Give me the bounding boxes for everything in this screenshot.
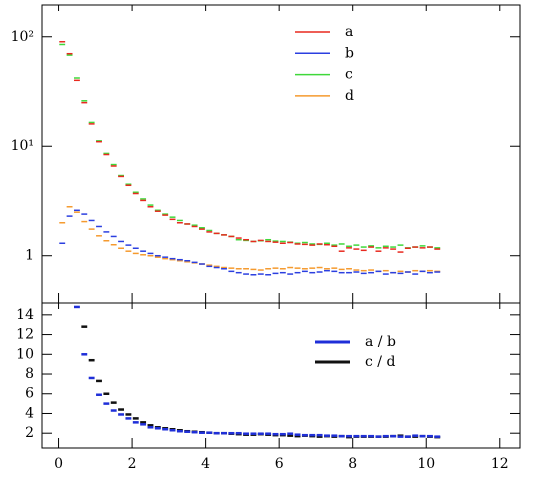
legend-label: a / b (365, 334, 396, 350)
legend-label: b (345, 45, 354, 61)
y-tick-label: 8 (25, 366, 34, 382)
y-tick-label: 6 (25, 386, 34, 402)
x-tick-label: 0 (54, 456, 63, 472)
y-tick-label: 14 (16, 307, 34, 323)
x-tick-label: 8 (348, 456, 357, 472)
x-tick-label: 12 (491, 456, 509, 472)
bottom-frame (41, 302, 521, 449)
y-tick-label: 10¹ (11, 138, 34, 154)
x-tick-label: 10 (417, 456, 435, 472)
x-tick-label: 4 (201, 456, 210, 472)
legend-label: d (345, 88, 354, 104)
legend-label: c (345, 67, 353, 83)
y-tick-label: 1 (25, 248, 34, 264)
legend-label: c / d (365, 354, 395, 370)
y-tick-label: 12 (16, 327, 34, 343)
top-frame (41, 4, 521, 304)
x-tick-label: 2 (128, 456, 137, 472)
y-tick-label: 4 (25, 405, 34, 421)
y-tick-label: 2 (25, 425, 34, 441)
y-tick-label: 10 (16, 346, 34, 362)
x-tick-label: 6 (275, 456, 284, 472)
legend-label: a (345, 24, 353, 40)
y-tick-label: 10² (11, 29, 34, 45)
